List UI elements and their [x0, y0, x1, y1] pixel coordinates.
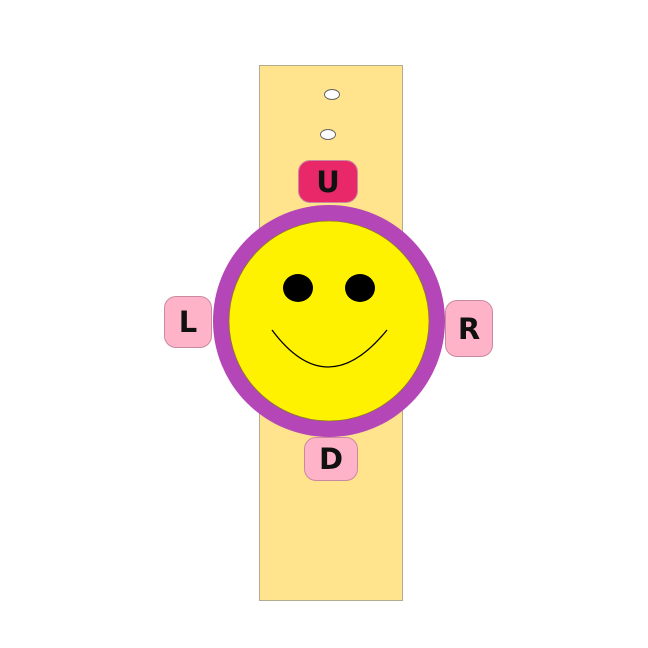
left-button[interactable]: L	[164, 296, 212, 348]
smiley-watch-face	[213, 205, 445, 437]
strap-hole-top	[324, 89, 340, 100]
left-eye	[283, 274, 313, 302]
up-button[interactable]: U	[298, 160, 358, 203]
right-eye	[345, 274, 375, 302]
strap-hole-second	[320, 129, 336, 140]
smile-mouth	[271, 329, 388, 368]
smiley-face	[228, 220, 430, 422]
right-button[interactable]: R	[445, 300, 493, 357]
down-button[interactable]: D	[304, 437, 358, 481]
